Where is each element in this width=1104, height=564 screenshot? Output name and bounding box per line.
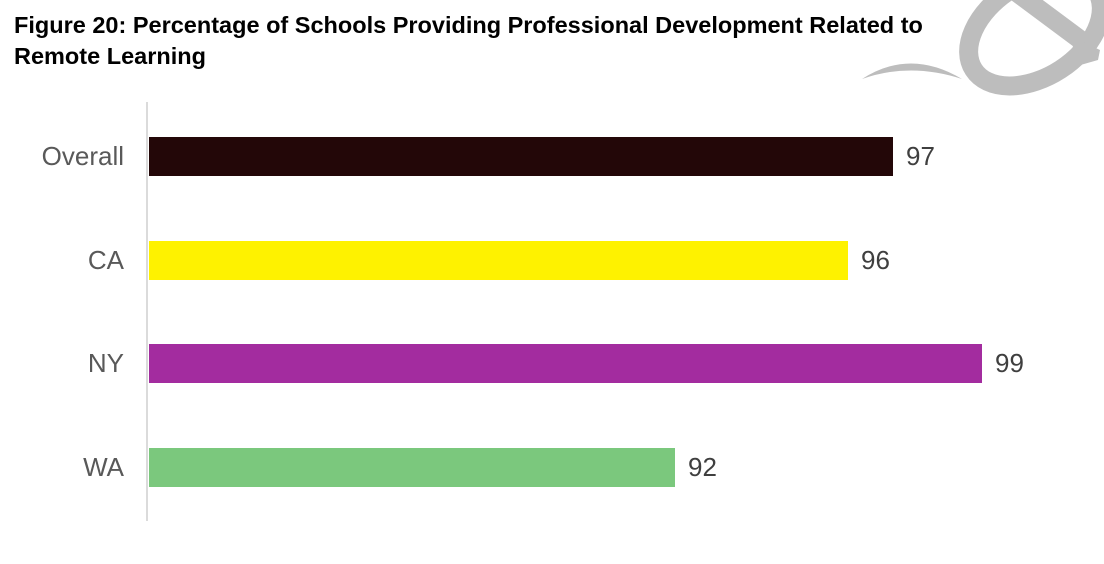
figure-title-line-1: Figure 20: Percentage of Schools Providi… bbox=[14, 12, 923, 38]
figure-title-line-2: Remote Learning bbox=[14, 43, 206, 69]
value-label-ny: 99 bbox=[995, 348, 1024, 378]
value-label-ca: 96 bbox=[861, 244, 890, 275]
value-label-wa: 92 bbox=[688, 451, 717, 482]
bar-overall bbox=[149, 137, 893, 176]
category-label-ny: NY bbox=[87, 348, 124, 378]
bar-wa bbox=[149, 447, 675, 487]
bar-ny bbox=[149, 344, 982, 383]
y-axis-line bbox=[146, 102, 148, 521]
value-label-overall: 97 bbox=[906, 141, 935, 171]
category-label-ca: CA bbox=[87, 244, 124, 275]
category-label-wa: WA bbox=[83, 451, 124, 482]
category-label-overall: Overall bbox=[41, 141, 124, 171]
bar-ca bbox=[149, 240, 848, 280]
figure-title: Figure 20: Percentage of Schools Providi… bbox=[14, 10, 923, 72]
